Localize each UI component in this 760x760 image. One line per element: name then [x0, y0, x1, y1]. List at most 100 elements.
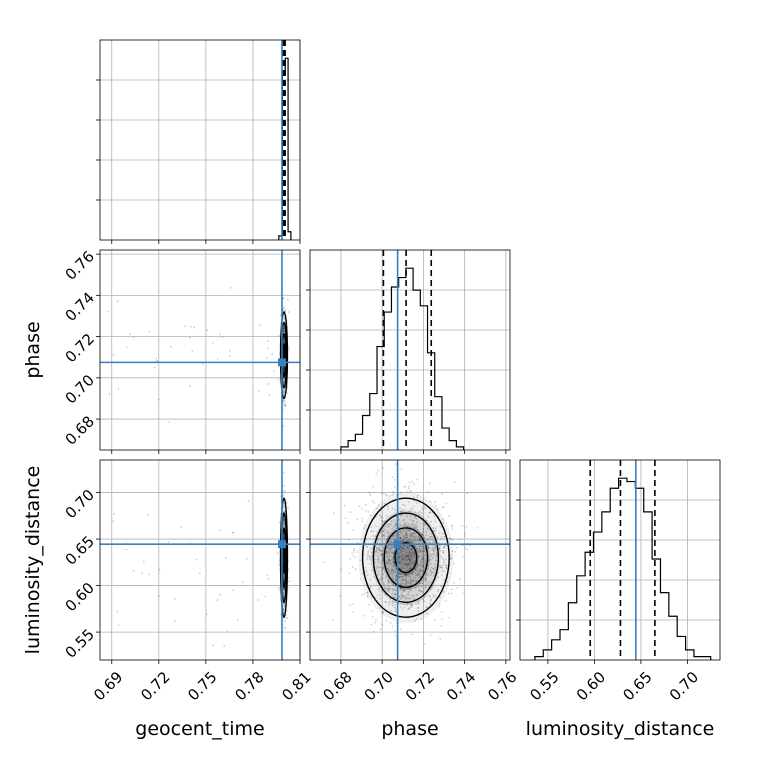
density-level — [358, 492, 454, 624]
x-tick-label: 0.68 — [319, 668, 355, 704]
sample-point — [415, 502, 418, 504]
sample-point — [400, 511, 403, 514]
sample-point — [407, 555, 410, 558]
sample-point — [461, 592, 464, 595]
sample-point — [422, 547, 425, 550]
sample-point — [429, 535, 432, 538]
contour-line — [372, 512, 440, 604]
sample-point — [394, 523, 397, 525]
sample-point — [391, 603, 394, 605]
y-tick-label: 0.72 — [62, 330, 98, 366]
sample-point — [412, 540, 414, 543]
sample-point — [407, 564, 409, 566]
sample-point — [393, 564, 396, 567]
sample-point — [375, 567, 378, 570]
sample-point — [218, 529, 221, 532]
sample-point — [231, 531, 234, 534]
sample-point — [391, 476, 394, 479]
sample-point — [381, 568, 383, 570]
sample-point — [452, 581, 455, 584]
sample-point — [418, 537, 421, 540]
sample-point — [405, 573, 408, 576]
sample-point — [401, 595, 404, 597]
sample-point — [426, 539, 429, 541]
sample-point — [400, 573, 402, 576]
sample-point — [383, 533, 386, 536]
sample-point — [404, 529, 407, 532]
sample-point — [402, 547, 405, 550]
sample-point — [399, 530, 402, 533]
sample-point — [392, 569, 395, 572]
sample-point — [391, 507, 394, 510]
sample-point — [374, 550, 377, 553]
sample-point — [387, 559, 390, 562]
sample-point — [405, 582, 407, 585]
sample-point — [405, 534, 408, 537]
sample-point — [232, 531, 235, 534]
sample-point — [377, 547, 380, 550]
sample-point — [388, 551, 391, 554]
sample-point — [282, 506, 285, 508]
sample-point — [400, 579, 403, 582]
sample-point — [283, 510, 286, 513]
sample-point — [387, 588, 390, 591]
sample-point — [409, 582, 412, 585]
sample-point — [411, 579, 414, 582]
sample-point — [416, 617, 418, 620]
sample-point — [428, 512, 431, 514]
sample-point — [157, 594, 160, 597]
sample-point — [377, 593, 379, 596]
sample-point — [402, 536, 405, 539]
sample-point — [425, 574, 427, 577]
sample-point — [407, 548, 410, 551]
sample-point — [406, 490, 409, 493]
sample-point — [394, 537, 397, 540]
sample-point — [427, 545, 430, 548]
sample-point — [402, 503, 405, 506]
sample-point — [413, 577, 416, 580]
sample-point — [407, 546, 410, 549]
sample-point — [430, 572, 433, 575]
sample-point — [390, 541, 393, 544]
sample-point — [401, 588, 404, 591]
sample-point — [385, 601, 387, 604]
x-tick-label: 0.78 — [231, 668, 267, 704]
sample-point — [379, 549, 381, 552]
sample-point — [380, 578, 383, 581]
sample-point — [401, 554, 404, 557]
sample-point — [283, 604, 286, 606]
sample-point — [409, 518, 411, 521]
sample-point — [381, 555, 384, 558]
sample-point — [424, 579, 427, 581]
sample-point — [394, 593, 396, 596]
sample-point — [403, 555, 406, 558]
sample-point — [410, 595, 413, 598]
sample-point — [354, 556, 356, 559]
x-tick-label: 0.72 — [402, 668, 438, 704]
sample-point — [451, 550, 454, 553]
sample-point — [385, 539, 388, 542]
sample-point — [415, 478, 418, 481]
sample-point — [399, 561, 402, 564]
sample-point — [389, 544, 392, 547]
sample-point — [413, 527, 416, 530]
sample-point — [380, 570, 383, 573]
sample-point — [427, 490, 430, 493]
sample-point — [422, 570, 424, 572]
sample-point — [451, 525, 454, 528]
sample-point — [382, 530, 385, 533]
sample-point — [405, 563, 408, 566]
sample-point — [412, 505, 415, 508]
sample-point — [394, 519, 397, 522]
sample-point — [410, 546, 413, 549]
contour-line — [383, 527, 429, 589]
sample-point — [420, 533, 423, 536]
sample-point — [416, 525, 419, 528]
sample-point — [405, 533, 408, 536]
sample-point — [282, 518, 285, 521]
sample-point — [411, 523, 413, 525]
sample-point — [426, 572, 429, 574]
sample-point — [424, 563, 427, 565]
sample-point — [403, 606, 406, 609]
sample-point — [382, 610, 385, 613]
